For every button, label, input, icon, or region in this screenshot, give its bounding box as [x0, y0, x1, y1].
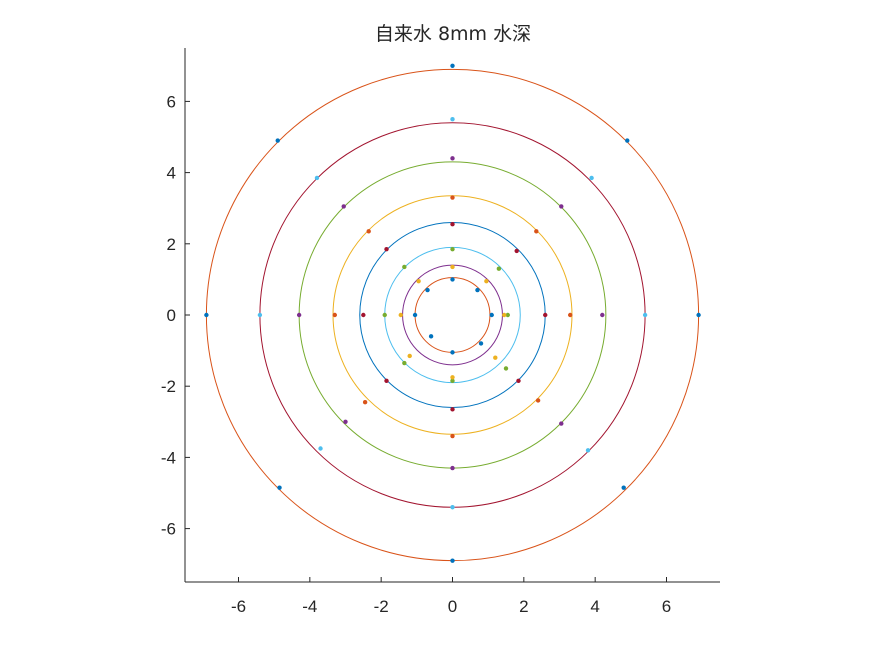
y-tick-label: 2: [167, 235, 176, 254]
data-point: [503, 366, 509, 371]
x-tick-label: 6: [662, 597, 671, 616]
data-point: [450, 156, 455, 161]
data-point: [398, 312, 403, 318]
data-point: [450, 195, 455, 200]
y-tick-label: 4: [167, 164, 176, 183]
y-tick-label: -4: [161, 448, 176, 467]
axes-layer: -6 -4 -2 0 2 4 6 -6 -4 -2 0 2 4 6: [161, 48, 720, 616]
x-tick-label: -2: [374, 597, 389, 616]
x-tick-label: 4: [590, 597, 599, 616]
data-point: [384, 246, 389, 252]
data-point: [450, 246, 455, 252]
data-point: [450, 264, 455, 270]
data-point: [450, 277, 455, 282]
data-point: [514, 248, 519, 254]
data-point: [450, 465, 455, 471]
data-point: [384, 378, 389, 384]
data-point: [543, 312, 548, 318]
data-point: [559, 204, 564, 209]
data-point: [696, 312, 701, 318]
x-tick-label: -4: [302, 597, 317, 616]
data-point: [559, 421, 564, 426]
data-point: [496, 266, 502, 271]
data-point: [450, 433, 455, 439]
data-point: [361, 312, 366, 318]
x-tick-label: 0: [448, 597, 457, 616]
data-point: [343, 419, 348, 424]
data-point: [366, 229, 371, 234]
data-point: [362, 400, 368, 405]
data-point: [450, 63, 455, 68]
data-point: [450, 505, 455, 510]
data-point: [275, 138, 280, 143]
data-point: [296, 312, 302, 318]
y-tick-label: 6: [167, 92, 176, 111]
data-point: [516, 378, 521, 384]
data-point: [341, 204, 346, 209]
data-point: [475, 287, 480, 293]
data-point: [407, 353, 412, 359]
y-tick-label: -6: [161, 520, 176, 539]
points-layer: [204, 63, 701, 563]
data-point: [621, 485, 626, 490]
x-tick-label: -6: [231, 597, 246, 616]
data-point: [502, 312, 507, 318]
data-point: [402, 360, 407, 366]
data-point: [493, 355, 498, 360]
data-point: [382, 312, 387, 318]
data-point: [450, 378, 455, 384]
data-point: [428, 334, 434, 339]
x-tick-label: 2: [519, 597, 528, 616]
y-tick-label: 0: [167, 306, 176, 325]
data-point: [450, 117, 455, 122]
data-point: [568, 312, 573, 318]
data-point: [450, 375, 455, 380]
data-point: [450, 222, 455, 227]
data-point: [600, 312, 605, 318]
data-point: [314, 175, 320, 181]
data-point: [318, 446, 323, 451]
data-point: [489, 312, 494, 318]
data-point: [534, 229, 539, 234]
data-point: [425, 287, 430, 293]
chart-title: 自来水 8mm 水深: [375, 23, 531, 45]
data-point: [416, 278, 421, 284]
data-point: [257, 312, 263, 318]
data-point: [332, 312, 337, 318]
data-point: [589, 175, 594, 181]
y-tick-label: -2: [161, 377, 176, 396]
data-point: [505, 312, 510, 318]
data-point: [450, 350, 455, 355]
data-point: [535, 398, 541, 403]
data-point: [585, 448, 591, 453]
data-point: [478, 341, 484, 346]
data-point: [625, 138, 630, 143]
data-point: [642, 312, 648, 318]
data-point: [484, 278, 489, 284]
data-point: [450, 407, 455, 412]
data-point: [450, 558, 455, 563]
data-point: [402, 264, 407, 270]
data-point: [277, 485, 282, 490]
data-point: [204, 312, 209, 318]
data-point: [412, 312, 418, 318]
